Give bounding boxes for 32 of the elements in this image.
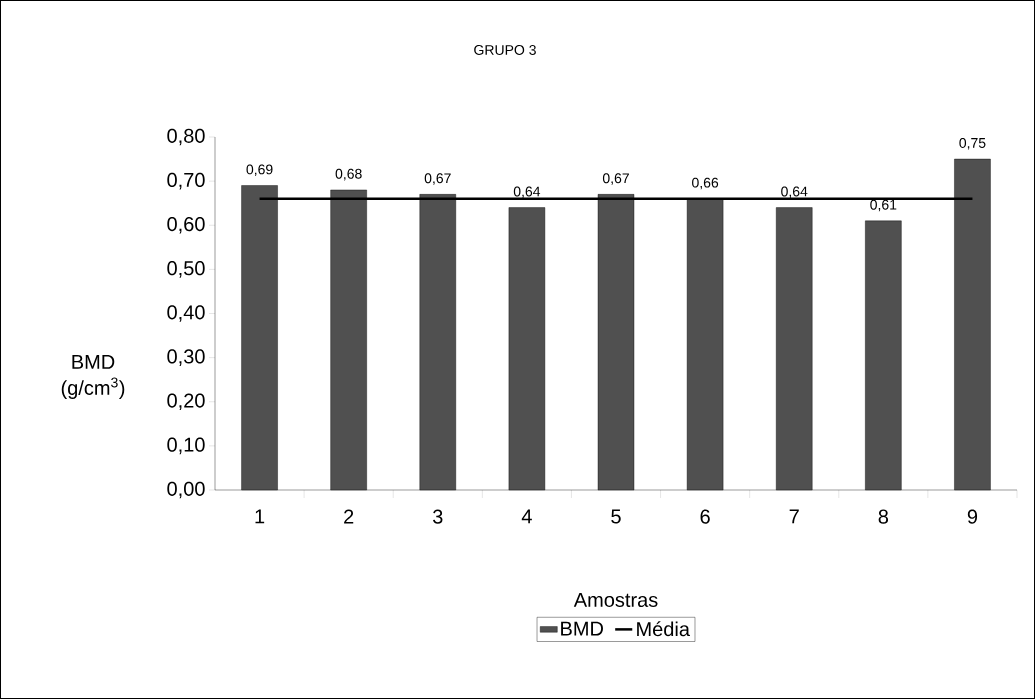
data-label: 0,68 <box>335 168 362 181</box>
y-axis-title: BMD (g/cm$^{3}$) <box>61 355 125 399</box>
x-tick-label: 5 <box>611 509 621 524</box>
data-label: 0,67 <box>424 173 451 185</box>
data-label: 0,66 <box>692 177 719 190</box>
y-tick-label: 0,70 <box>167 172 205 190</box>
data-label: 0,69 <box>246 164 273 177</box>
x-tick-label: 2 <box>344 509 354 524</box>
data-label: 0,67 <box>602 173 629 185</box>
data-label: 0,61 <box>870 199 897 212</box>
x-tick-label: 1 <box>255 509 265 524</box>
chart-title: GRUPO 3 <box>474 45 536 55</box>
x-tick-label: 9 <box>967 509 978 524</box>
x-tick-label: 4 <box>521 509 532 524</box>
y-tick-label: 0,40 <box>167 305 205 322</box>
data-label: 0,64 <box>513 186 541 199</box>
x-tick-label: 7 <box>789 509 799 524</box>
x-tick-label: 6 <box>700 509 710 524</box>
data-label: 0,75 <box>959 137 986 150</box>
y-tick-label: 0,80 <box>167 128 205 146</box>
y-tick-label: 0,10 <box>167 437 205 455</box>
y-tick-label: 0,00 <box>167 481 205 499</box>
data-label: 0,64 <box>781 186 808 199</box>
x-tick-label: 8 <box>878 509 889 524</box>
x-axis-title: Amostras <box>573 593 658 607</box>
legend-label: BMD <box>561 621 603 636</box>
x-tick-label: 3 <box>432 509 443 524</box>
legend-label: Média <box>637 621 690 637</box>
y-tick-label: 0,30 <box>167 349 205 366</box>
y-tick-label: 0,50 <box>167 261 205 278</box>
y-tick-label: 0,60 <box>167 217 205 234</box>
y-tick-label: 0,20 <box>167 393 205 411</box>
